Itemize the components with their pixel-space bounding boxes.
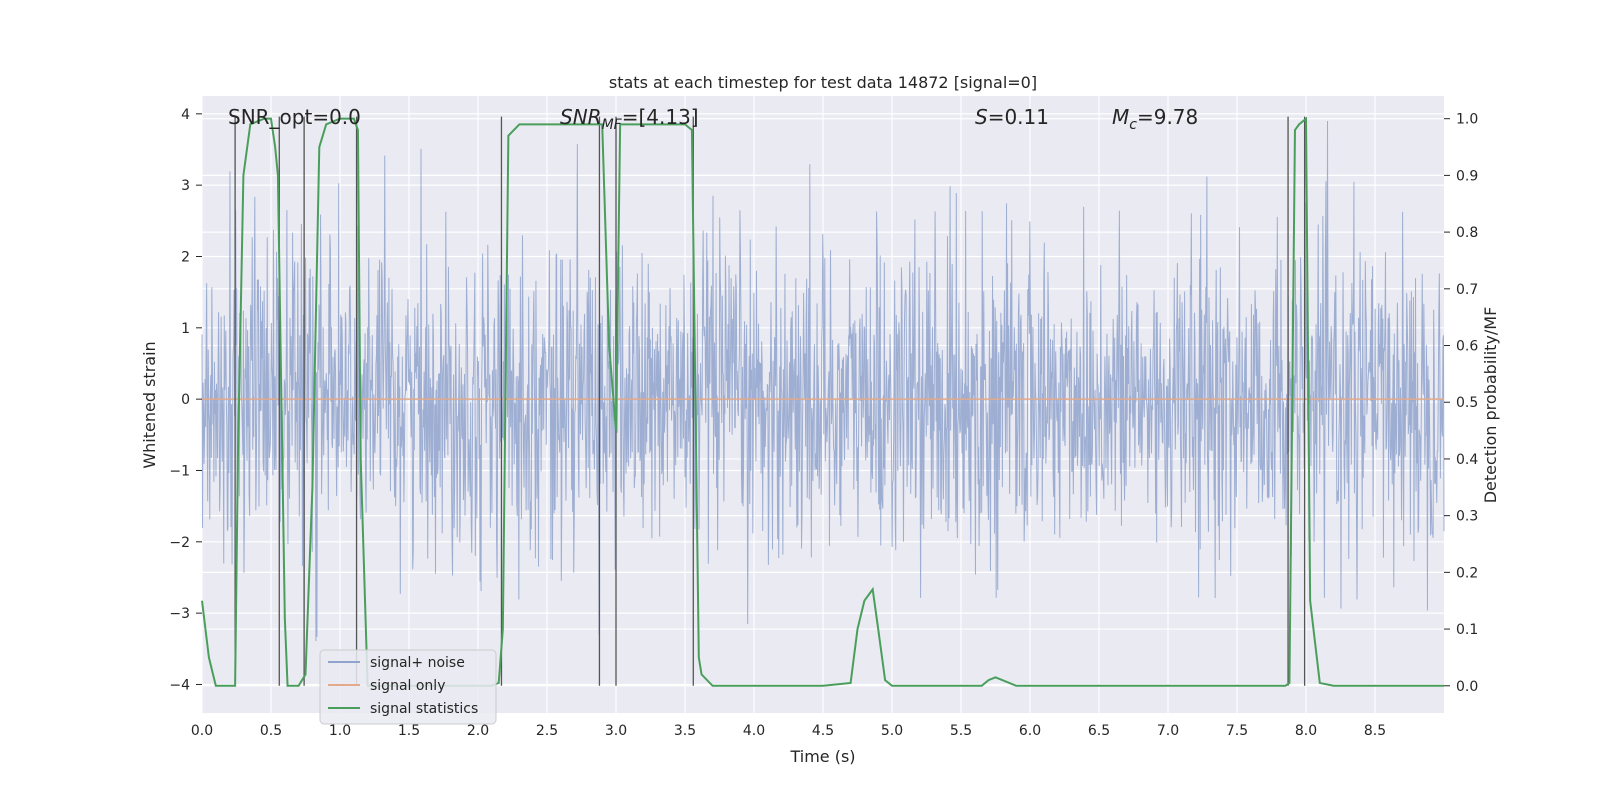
series-signal-plus-noise: [201, 120, 1445, 652]
y-tick-label: −1: [169, 463, 190, 479]
y-right-tick-label: 0.3: [1456, 509, 1478, 525]
x-tick-label: 5.5: [950, 723, 972, 739]
y-right-tick-label: 0.5: [1456, 395, 1478, 411]
x-tick-label: 1.0: [329, 723, 351, 739]
x-tick-label: 7.0: [1157, 723, 1179, 739]
x-tick-label: 7.5: [1226, 723, 1248, 739]
x-axis-ticks: 0.0 0.5 1.0 1.5 2.0 2.5 3.0 3.5 4.0 4.5 5.0 5.5 6.0 6…: [191, 723, 1386, 739]
x-tick-label: 4.0: [743, 723, 765, 739]
annotation-snr-opt: SNR_opt=0.0: [228, 105, 361, 129]
x-tick-label: 2.0: [467, 723, 489, 739]
y-tick-label: 1: [181, 321, 190, 337]
legend: signal+ noise signal only signal statist…: [319, 649, 497, 725]
y-right-tick-label: 1.0: [1456, 112, 1478, 128]
grid-layer: [201, 96, 1444, 713]
legend-label-signal-only: signal only: [370, 678, 445, 694]
x-tick-label: 0.5: [260, 723, 282, 739]
signal-statistics-line: [201, 116, 1444, 687]
x-tick-label: 8.0: [1295, 723, 1317, 739]
y-right-tick-label: 0.9: [1456, 168, 1478, 184]
y-right-tick-label: 0.1: [1456, 622, 1478, 638]
x-tick-label: 2.5: [536, 723, 558, 739]
x-tick-label: 3.0: [605, 723, 627, 739]
series-signal-statistics: [201, 116, 1444, 687]
annotation-mc: Mc=9.78: [1112, 105, 1198, 133]
y-tick-label: −2: [169, 535, 190, 551]
y-tick-label: −4: [169, 677, 190, 693]
y-tick-label: 4: [181, 107, 190, 123]
legend-label-signal-plus-noise: signal+ noise: [370, 655, 465, 671]
y-axis-right-label: Detection probability/MF: [1481, 307, 1500, 504]
x-tick-label: 4.5: [812, 723, 834, 739]
x-axis-label: Time (s): [789, 747, 855, 766]
chart-title: stats at each timestep for test data 148…: [609, 73, 1037, 92]
legend-box: [319, 649, 497, 725]
y-tick-label: −3: [169, 606, 190, 622]
x-tick-label: 0.0: [191, 723, 213, 739]
y-tick-label: 0: [181, 392, 190, 408]
annotation-snr-mf: SNRMF=[4.13]: [560, 105, 699, 133]
y-axis-right-ticks: 0.0 0.1 0.2 0.3 0.4 0.5 0.6 0.7 0.8 0.9 1.0: [1444, 112, 1478, 695]
signal-plus-noise-line: [201, 120, 1445, 652]
y-right-tick-label: 0.7: [1456, 282, 1478, 298]
x-tick-label: 3.5: [674, 723, 696, 739]
y-right-tick-label: 0.0: [1456, 679, 1478, 695]
x-tick-label: 8.5: [1364, 723, 1386, 739]
x-tick-label: 1.5: [398, 723, 420, 739]
y-right-tick-label: 0.8: [1456, 225, 1478, 241]
y-axis-label: Whitened strain: [140, 341, 159, 468]
y-right-tick-label: 0.2: [1456, 565, 1478, 581]
y-axis-ticks: −4 −3 −2 −1 0 1 2 3 4: [169, 107, 202, 693]
y-tick-label: 3: [181, 178, 190, 194]
y-tick-label: 2: [181, 249, 190, 265]
x-tick-label: 6.5: [1088, 723, 1110, 739]
legend-label-signal-statistics: signal statistics: [370, 701, 478, 717]
x-tick-label: 5.0: [881, 723, 903, 739]
x-tick-label: 6.0: [1019, 723, 1041, 739]
y-right-tick-label: 0.4: [1456, 452, 1478, 468]
y-right-tick-label: 0.6: [1456, 339, 1478, 355]
annotation-s: S=0.11: [975, 105, 1049, 129]
